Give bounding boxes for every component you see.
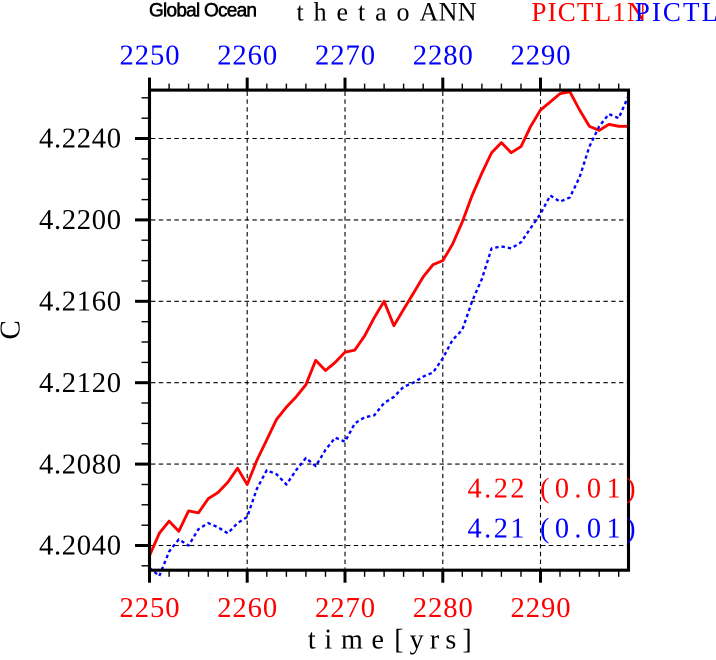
svg-text:4.2080: 4.2080 — [39, 449, 121, 480]
svg-text:2280: 2280 — [413, 593, 473, 624]
svg-text:PICTL0: PICTL0 — [635, 0, 716, 27]
svg-text:(0.01): (0.01) — [540, 514, 636, 545]
svg-text:4.2160: 4.2160 — [39, 287, 121, 318]
svg-text:2260: 2260 — [217, 593, 277, 624]
svg-text:Global Ocean: Global Ocean — [149, 1, 257, 22]
svg-text:2250: 2250 — [120, 40, 180, 71]
svg-text:4.2120: 4.2120 — [39, 368, 121, 399]
svg-text:4.2040: 4.2040 — [39, 531, 121, 562]
svg-text:(0.01): (0.01) — [540, 473, 636, 504]
svg-text:2270: 2270 — [315, 40, 375, 71]
svg-text:2280: 2280 — [413, 40, 473, 71]
svg-text:4.2240: 4.2240 — [39, 124, 121, 155]
svg-text:4.2200: 4.2200 — [39, 205, 121, 236]
svg-text:PICTL1N: PICTL1N — [531, 0, 646, 27]
svg-text:2260: 2260 — [217, 40, 277, 71]
svg-text:4.22: 4.22 — [468, 473, 525, 504]
svg-text:2290: 2290 — [511, 40, 571, 71]
svg-text:2270: 2270 — [315, 593, 375, 624]
svg-text:ANN: ANN — [420, 0, 477, 27]
svg-text:4.21: 4.21 — [468, 514, 525, 545]
svg-text:C: C — [0, 320, 27, 339]
svg-text:2250: 2250 — [120, 593, 180, 624]
svg-text:2290: 2290 — [511, 593, 571, 624]
